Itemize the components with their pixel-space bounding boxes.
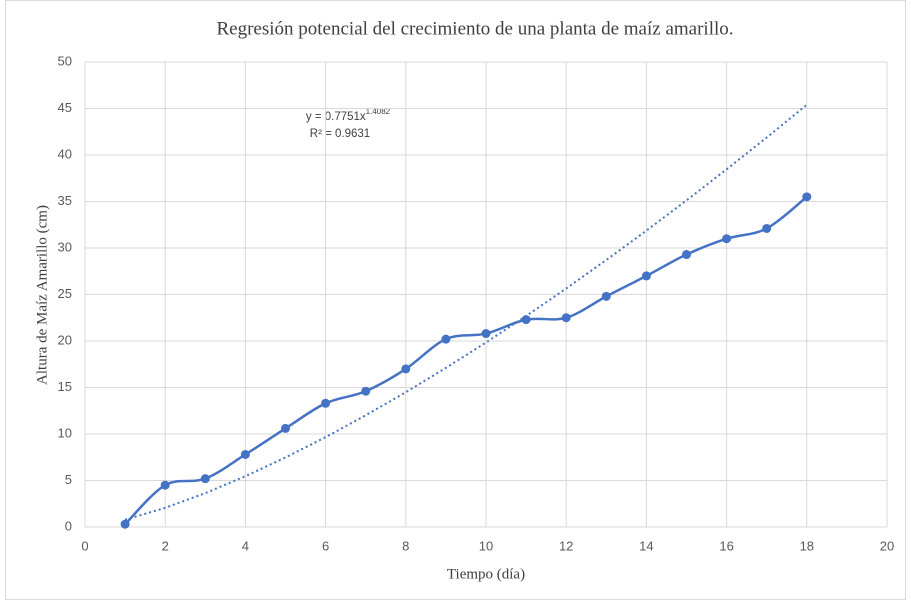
data-point [561, 313, 571, 323]
data-point [641, 271, 651, 281]
data-point [722, 234, 732, 244]
x-tick-label: 10 [479, 538, 493, 553]
data-point [200, 474, 210, 484]
chart-border [5, 0, 906, 600]
series-line [124, 104, 808, 521]
y-tick-label: 50 [58, 53, 72, 68]
y-tick-label: 0 [65, 518, 72, 533]
x-axis-label: Tiempo (día) [447, 566, 525, 582]
y-tick-label: 40 [58, 146, 72, 161]
x-tick-label: 2 [162, 538, 169, 553]
x-tick-label: 0 [81, 538, 88, 553]
data-point [160, 480, 170, 490]
equation-exponent: 1.4082 [366, 107, 391, 116]
data-point [240, 449, 250, 459]
data-point [682, 250, 691, 260]
data-point [521, 315, 531, 325]
y-tick-label: 45 [58, 100, 72, 115]
x-tick-label: 16 [719, 538, 733, 553]
y-tick-label: 15 [58, 379, 72, 394]
x-tick-label: 8 [402, 538, 409, 553]
data-point [281, 423, 290, 433]
x-tick-label: 12 [559, 538, 573, 553]
y-tick-label: 35 [58, 193, 72, 208]
data-point [321, 398, 331, 408]
x-tick-label: 6 [322, 538, 329, 553]
chart-title: Regresión potencial del crecimiento de u… [216, 18, 733, 39]
x-tick-label: 18 [800, 538, 814, 553]
y-tick-label: 20 [58, 332, 72, 347]
x-tick-label: 20 [880, 538, 894, 553]
data-point [361, 386, 371, 396]
equation: y = 0.7751x1.4082 [306, 107, 391, 123]
y-tick-label: 5 [65, 472, 72, 487]
data-point [802, 192, 812, 202]
data-point [120, 519, 130, 529]
y-axis-label: Altura de Maíz Amarillo (cm) [34, 205, 50, 385]
y-tick-label: 25 [58, 286, 72, 301]
data-point [441, 334, 451, 344]
y-tick-label: 10 [58, 425, 72, 440]
data-point [401, 364, 411, 374]
data-point [601, 291, 611, 301]
data-point [762, 223, 772, 233]
equation-text: y = 0.7751x [306, 111, 366, 123]
y-tick-label: 30 [58, 239, 72, 254]
r-squared: R² = 0.9631 [310, 128, 370, 140]
data-point [481, 329, 491, 339]
x-tick-label: 14 [639, 538, 653, 553]
x-tick-label: 4 [242, 538, 249, 553]
